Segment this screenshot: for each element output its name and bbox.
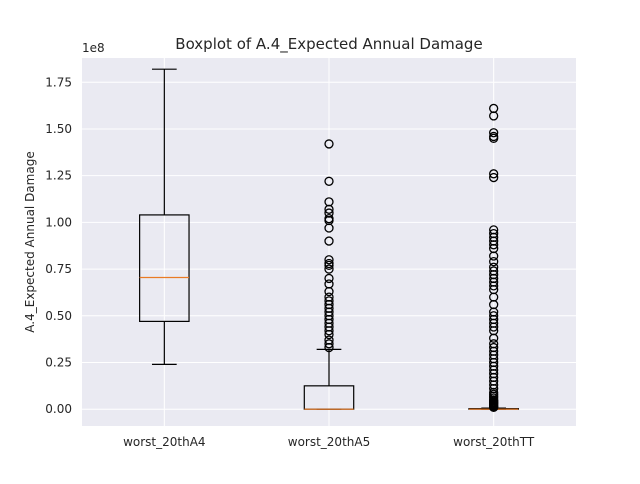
flier-point	[324, 286, 334, 297]
flier-point	[324, 255, 334, 265]
tick-labels-layer: 0.00 0.25 0.50 0.75 1.00 1.25 1.50 1.75 worst_20…	[45, 75, 535, 449]
flier-point	[489, 133, 499, 143]
flier-point	[324, 264, 334, 274]
y-tick-label: 0.75	[45, 262, 72, 276]
flier-point	[324, 236, 334, 246]
flier-point	[489, 169, 499, 179]
flier-point	[489, 251, 499, 261]
y-axis-label: A.4_Expected Annual Damage	[23, 151, 37, 332]
y-scale-label: 1e8	[82, 41, 105, 55]
y-tick-label: 1.50	[45, 122, 72, 136]
flier-point	[324, 329, 334, 340]
y-tick-label: 0.50	[45, 309, 72, 323]
flier-point	[324, 139, 334, 149]
flier-point	[324, 326, 334, 336]
box-worst_20thTT	[468, 103, 519, 412]
y-tick-label: 0.00	[45, 402, 72, 416]
x-tick-label: worst_20thA4	[123, 435, 205, 449]
flier-point	[324, 339, 334, 349]
flier-point	[324, 223, 334, 233]
flier-point	[324, 204, 334, 214]
y-tick-label: 1.25	[45, 169, 72, 183]
flier-point	[489, 128, 499, 138]
flier-point	[324, 176, 334, 186]
boxes-layer	[139, 68, 519, 412]
flier-point	[489, 333, 499, 343]
flier-point	[489, 281, 499, 291]
flier-point	[489, 240, 499, 250]
iqr-box	[139, 214, 190, 322]
box-worst_20thA4	[139, 68, 190, 365]
flier-point	[489, 172, 499, 183]
flier-point	[489, 322, 499, 332]
x-tick-label: worst_20thA5	[288, 435, 370, 449]
y-tick-label: 0.25	[45, 355, 72, 369]
y-tick-label: 1.00	[45, 215, 72, 229]
y-tick-label: 1.75	[45, 75, 72, 89]
flier-point	[489, 402, 499, 412]
flier-point	[324, 260, 334, 271]
flier-point	[489, 256, 499, 267]
flier-point	[324, 273, 334, 284]
box-worst_20thA5	[303, 139, 355, 410]
chart-title: Boxplot of A.4_Expected Annual Damage	[175, 35, 482, 54]
flier-point	[324, 342, 334, 353]
flier-point	[489, 111, 499, 121]
x-tick-label: worst_20thTT	[453, 435, 535, 449]
